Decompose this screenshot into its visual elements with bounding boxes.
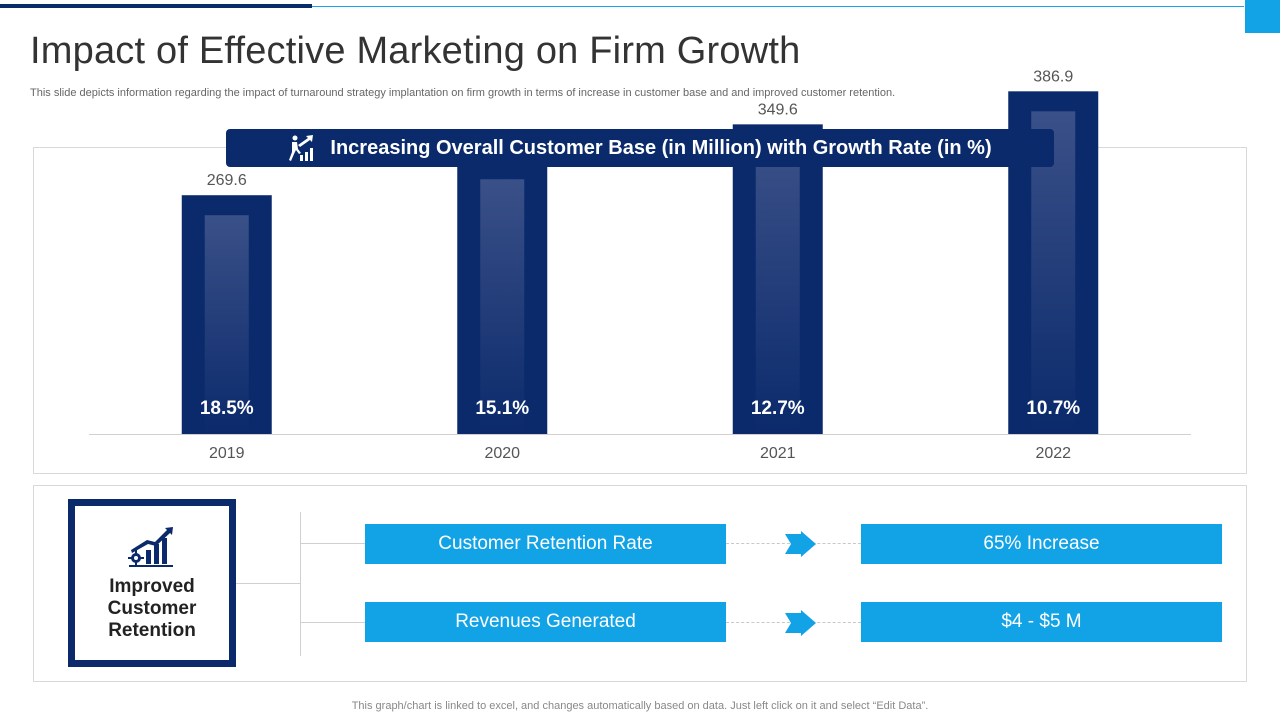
- arrow-right-icon: [785, 610, 816, 636]
- bar-inner-2021: [755, 144, 800, 434]
- metric-pill-revenues: Revenues Generated: [365, 602, 726, 642]
- x-tick-label: 2021: [760, 445, 796, 462]
- chart-title-text: Increasing Overall Customer Base (in Mil…: [330, 136, 992, 159]
- footnote: This graph/chart is linked to excel, and…: [351, 700, 929, 712]
- x-tick-label: 2020: [484, 445, 520, 462]
- page-subtitle: This slide depicts information regarding…: [30, 87, 896, 99]
- corner-accent-square: [1245, 0, 1280, 33]
- growth-rate-label: 15.1%: [475, 398, 529, 419]
- growth-rate-label: 18.5%: [200, 398, 254, 419]
- metric-pill-retention-rate: Customer Retention Rate: [365, 524, 726, 564]
- top-thin-line: [312, 6, 1244, 7]
- retention-card: Improved Customer Retention: [68, 499, 236, 667]
- bar-inner-2019: [204, 215, 249, 434]
- connector-row-2: [300, 622, 365, 623]
- x-tick-label: 2019: [209, 445, 245, 462]
- result-pill-retention-rate: 65% Increase: [861, 524, 1222, 564]
- bar-inner-2020: [480, 179, 525, 434]
- growth-rate-label: 12.7%: [751, 398, 805, 419]
- value-label: 269.6: [207, 172, 247, 189]
- connector-vertical: [300, 512, 301, 656]
- value-label: 349.6: [758, 101, 798, 118]
- connector-line: [236, 583, 300, 584]
- connector-row-1: [300, 543, 365, 544]
- bar-chart[interactable]: 269.618.5%2019310.215.1%2020349.612.7%20…: [0, 0, 1280, 480]
- bar-chart-gear-icon: [128, 527, 173, 567]
- page-title: Impact of Effective Marketing on Firm Gr…: [30, 30, 801, 72]
- result-pill-revenues: $4 - $5 M: [861, 602, 1222, 642]
- retention-label: Improved Customer Retention: [107, 576, 197, 641]
- growth-rate-label: 10.7%: [1026, 398, 1080, 419]
- chart-title-banner: Increasing Overall Customer Base (in Mil…: [226, 129, 1054, 167]
- value-label: 386.9: [1033, 68, 1073, 85]
- x-tick-label: 2022: [1035, 445, 1071, 462]
- top-accent-line: [0, 4, 312, 8]
- retention-panel: [33, 485, 1247, 682]
- arrow-right-icon: [785, 531, 816, 557]
- growth-chart-icon: [289, 135, 314, 161]
